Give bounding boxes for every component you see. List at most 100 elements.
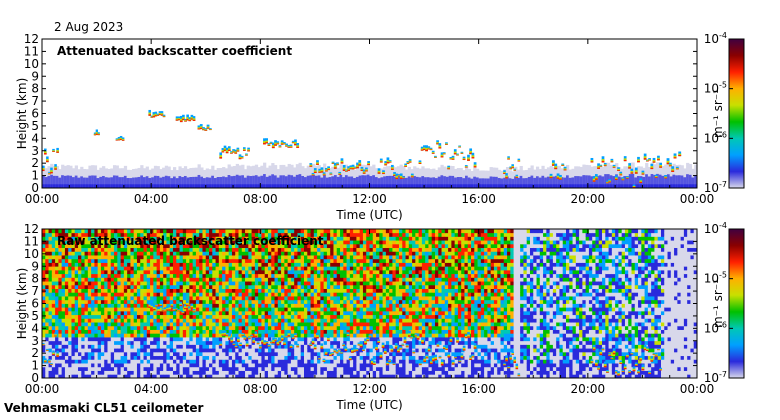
noise-cell	[45, 284, 49, 289]
noise-cell	[84, 318, 89, 323]
noise-cell	[48, 374, 53, 378]
noise-cell	[300, 247, 305, 252]
noise-cell	[159, 337, 164, 342]
noise-cell	[333, 262, 338, 267]
noise-cell	[218, 314, 223, 319]
noise-cell	[189, 348, 194, 353]
bl-cell	[522, 178, 526, 188]
noise-cell	[258, 348, 262, 353]
noise-cell	[117, 247, 121, 252]
noise-cell	[267, 370, 272, 375]
bl-cell	[582, 175, 586, 188]
noise-cell	[61, 303, 66, 308]
noise-cell	[248, 344, 252, 349]
noise-cell	[320, 240, 325, 245]
bl-cell	[470, 178, 474, 188]
noise-cell	[300, 281, 305, 286]
noise-cell	[225, 251, 230, 256]
noise-cell	[94, 333, 99, 338]
noise-cell	[267, 236, 272, 241]
cloud-cell	[657, 157, 660, 161]
bl-cell	[323, 174, 327, 188]
bl-cell	[415, 176, 420, 188]
noise-cell	[159, 247, 164, 252]
noise-cell	[202, 325, 207, 330]
noise-cell	[258, 325, 262, 330]
noise-cell	[42, 229, 46, 234]
noise-cell	[313, 296, 318, 301]
cloud-cell	[48, 173, 51, 175]
noise-cell	[179, 359, 184, 364]
noise-cell	[94, 351, 99, 357]
noise-cell	[215, 299, 220, 304]
noise-cell	[94, 288, 99, 293]
noise-cell	[179, 243, 184, 249]
cloud-cell	[659, 166, 663, 168]
noise-cell	[277, 296, 282, 301]
noise-cell	[97, 243, 102, 249]
noise-cell	[61, 277, 66, 282]
noise-cell	[153, 243, 158, 249]
noise-cell	[91, 348, 95, 353]
cloud-cell	[668, 164, 672, 167]
noise-cell	[199, 262, 203, 267]
noise-cell	[304, 325, 308, 330]
noise-cell	[225, 348, 230, 353]
noise-cell	[48, 370, 53, 375]
noise-cell	[166, 251, 171, 256]
noise-cell	[58, 318, 63, 323]
noise-cell	[248, 340, 252, 345]
noise-cell	[68, 322, 72, 327]
noise-cell	[294, 337, 298, 342]
noise-cell	[317, 363, 321, 368]
noise-cell	[100, 370, 105, 375]
bl-cell	[585, 175, 589, 188]
noise-cell	[58, 303, 63, 308]
noise-cell	[304, 296, 308, 301]
noise-cell	[97, 303, 102, 308]
noise-cell	[320, 236, 325, 241]
bl-cell	[514, 176, 518, 188]
noise-cell	[284, 229, 289, 234]
noise-cell	[267, 344, 272, 349]
noise-cell	[333, 243, 338, 249]
noise-cell	[123, 303, 128, 308]
noise-cell	[294, 284, 298, 289]
noise-cell	[58, 232, 63, 237]
noise-cell	[202, 277, 207, 282]
cloud-cell	[673, 155, 677, 159]
noise-cell	[64, 318, 69, 323]
bl-cell	[448, 175, 452, 188]
noise-cell	[91, 310, 95, 316]
noise-cell	[169, 310, 174, 316]
cloud-cell	[445, 143, 448, 145]
noise-cell	[304, 255, 308, 260]
noise-cell	[300, 269, 305, 275]
noise-cell	[281, 325, 285, 330]
noise-cell	[173, 366, 177, 371]
noise-cell	[130, 333, 135, 338]
bl-cell	[385, 175, 390, 188]
bl-cell	[189, 184, 193, 188]
noise-cell	[84, 269, 89, 275]
noise-cell	[100, 255, 105, 260]
noise-cell	[117, 303, 121, 308]
noise-cell	[241, 247, 246, 252]
noise-cell	[258, 284, 262, 289]
noise-cell	[264, 262, 269, 267]
noise-cell	[310, 247, 315, 252]
bl-cell	[153, 184, 158, 188]
noise-cell	[248, 314, 252, 319]
noise-cell	[97, 366, 102, 371]
noise-cell	[87, 348, 92, 353]
noise-cell	[222, 344, 226, 349]
noise-cell	[130, 236, 135, 241]
noise-cell	[271, 344, 275, 349]
noise-cell	[264, 337, 269, 342]
noise-cell	[284, 273, 289, 278]
bl-cell	[323, 184, 327, 188]
noise-cell	[271, 236, 275, 241]
bl-cell	[383, 184, 387, 188]
noise-cell	[140, 243, 144, 249]
bl-cell	[541, 184, 545, 188]
